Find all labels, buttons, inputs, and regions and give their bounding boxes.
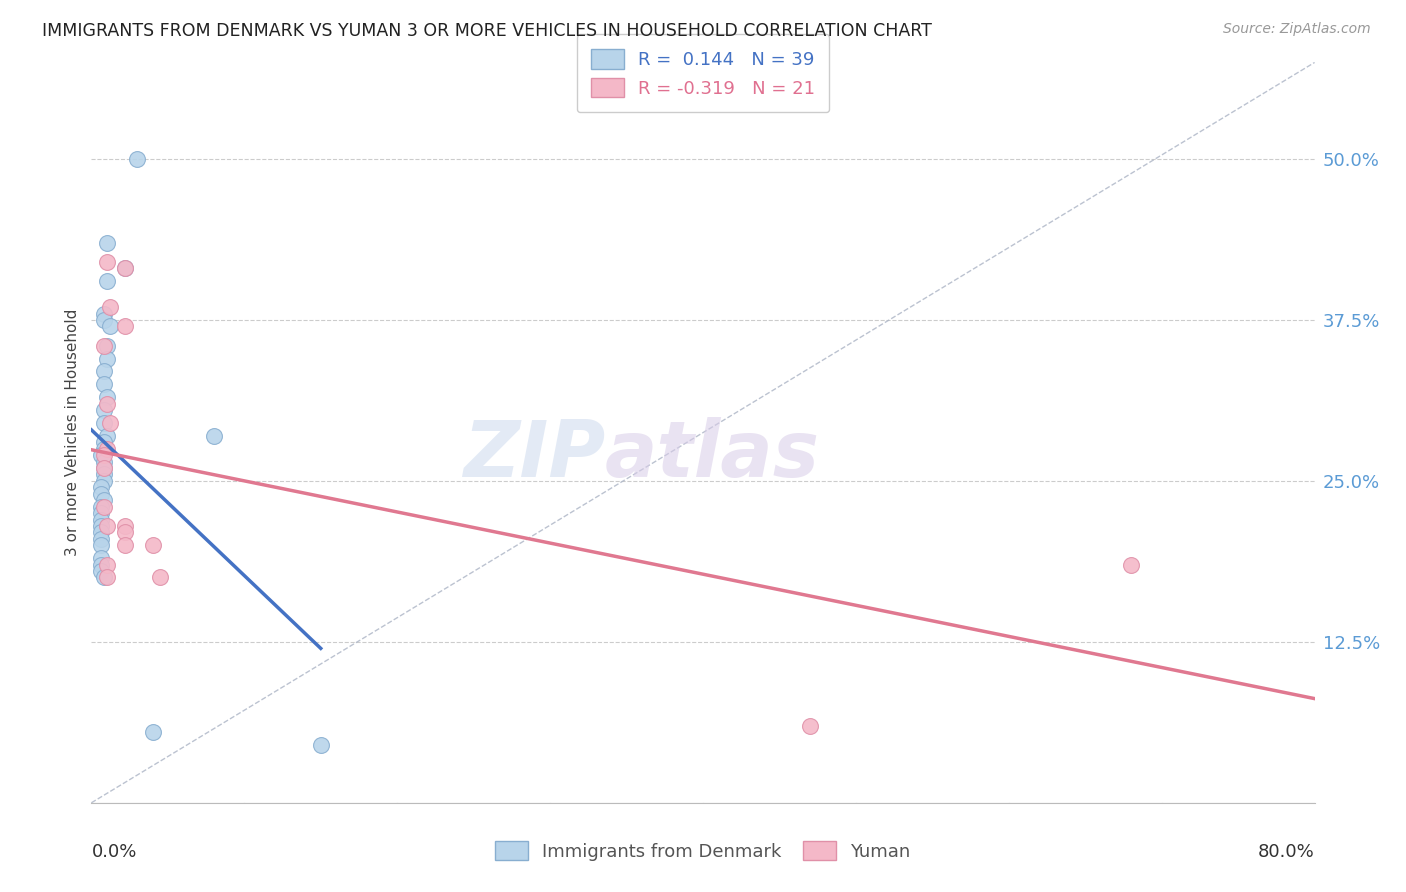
Point (96, 429, 118, 443)
Point (96, 351, 118, 366)
Point (96, 235, 118, 250)
Text: ZIP: ZIP (463, 417, 605, 493)
Point (93, 313, 115, 327)
Point (93, 500, 115, 514)
Point (96, 519, 118, 533)
Point (98, 319, 121, 334)
Y-axis label: 3 or more Vehicles in Household: 3 or more Vehicles in Household (65, 309, 80, 557)
Point (114, 261, 136, 276)
Point (114, 261, 136, 276)
Point (96, 442, 118, 456)
Text: atlas: atlas (605, 417, 820, 493)
Point (90, 500, 112, 514)
Point (93, 377, 115, 392)
Point (96, 570, 118, 584)
Point (93, 416, 115, 430)
Point (93, 435, 115, 450)
Point (93, 442, 115, 456)
Point (93, 474, 115, 488)
Text: IMMIGRANTS FROM DENMARK VS YUMAN 3 OR MORE VEHICLES IN HOUSEHOLD CORRELATION CHA: IMMIGRANTS FROM DENMARK VS YUMAN 3 OR MO… (42, 22, 932, 40)
Point (93, 461, 115, 475)
Point (93, 493, 115, 508)
Point (141, 725, 163, 739)
Point (90, 448, 112, 462)
Point (90, 538, 112, 552)
Point (90, 519, 112, 533)
Point (90, 551, 112, 566)
Point (96, 558, 118, 572)
Point (93, 306, 115, 320)
Point (96, 390, 118, 404)
Point (114, 525, 136, 540)
Point (309, 738, 332, 752)
Point (90, 487, 112, 501)
Point (149, 570, 172, 584)
Point (127, 152, 149, 166)
Point (114, 519, 136, 533)
Point (96, 274, 118, 288)
Point (90, 564, 112, 578)
Point (114, 538, 136, 552)
Point (93, 467, 115, 482)
Point (93, 339, 115, 353)
Point (90, 558, 112, 572)
Point (90, 480, 112, 494)
Point (93, 454, 115, 468)
Point (90, 512, 112, 526)
Point (96, 339, 118, 353)
Point (93, 461, 115, 475)
Point (90, 506, 112, 520)
Text: Source: ZipAtlas.com: Source: ZipAtlas.com (1223, 22, 1371, 37)
Point (98, 416, 121, 430)
Point (141, 538, 163, 552)
Point (93, 364, 115, 378)
Point (93, 448, 115, 462)
Point (114, 319, 136, 334)
Point (96, 397, 118, 411)
Point (202, 429, 225, 443)
Text: 80.0%: 80.0% (1258, 843, 1315, 861)
Point (799, 718, 821, 732)
Point (93, 403, 115, 417)
Point (90, 525, 112, 540)
Point (98, 300, 121, 314)
Point (90, 532, 112, 546)
Legend: Immigrants from Denmark, Yuman: Immigrants from Denmark, Yuman (488, 833, 918, 868)
Point (96, 255, 118, 269)
Point (93, 570, 115, 584)
Text: 0.0%: 0.0% (91, 843, 136, 861)
Point (1121, 558, 1143, 572)
